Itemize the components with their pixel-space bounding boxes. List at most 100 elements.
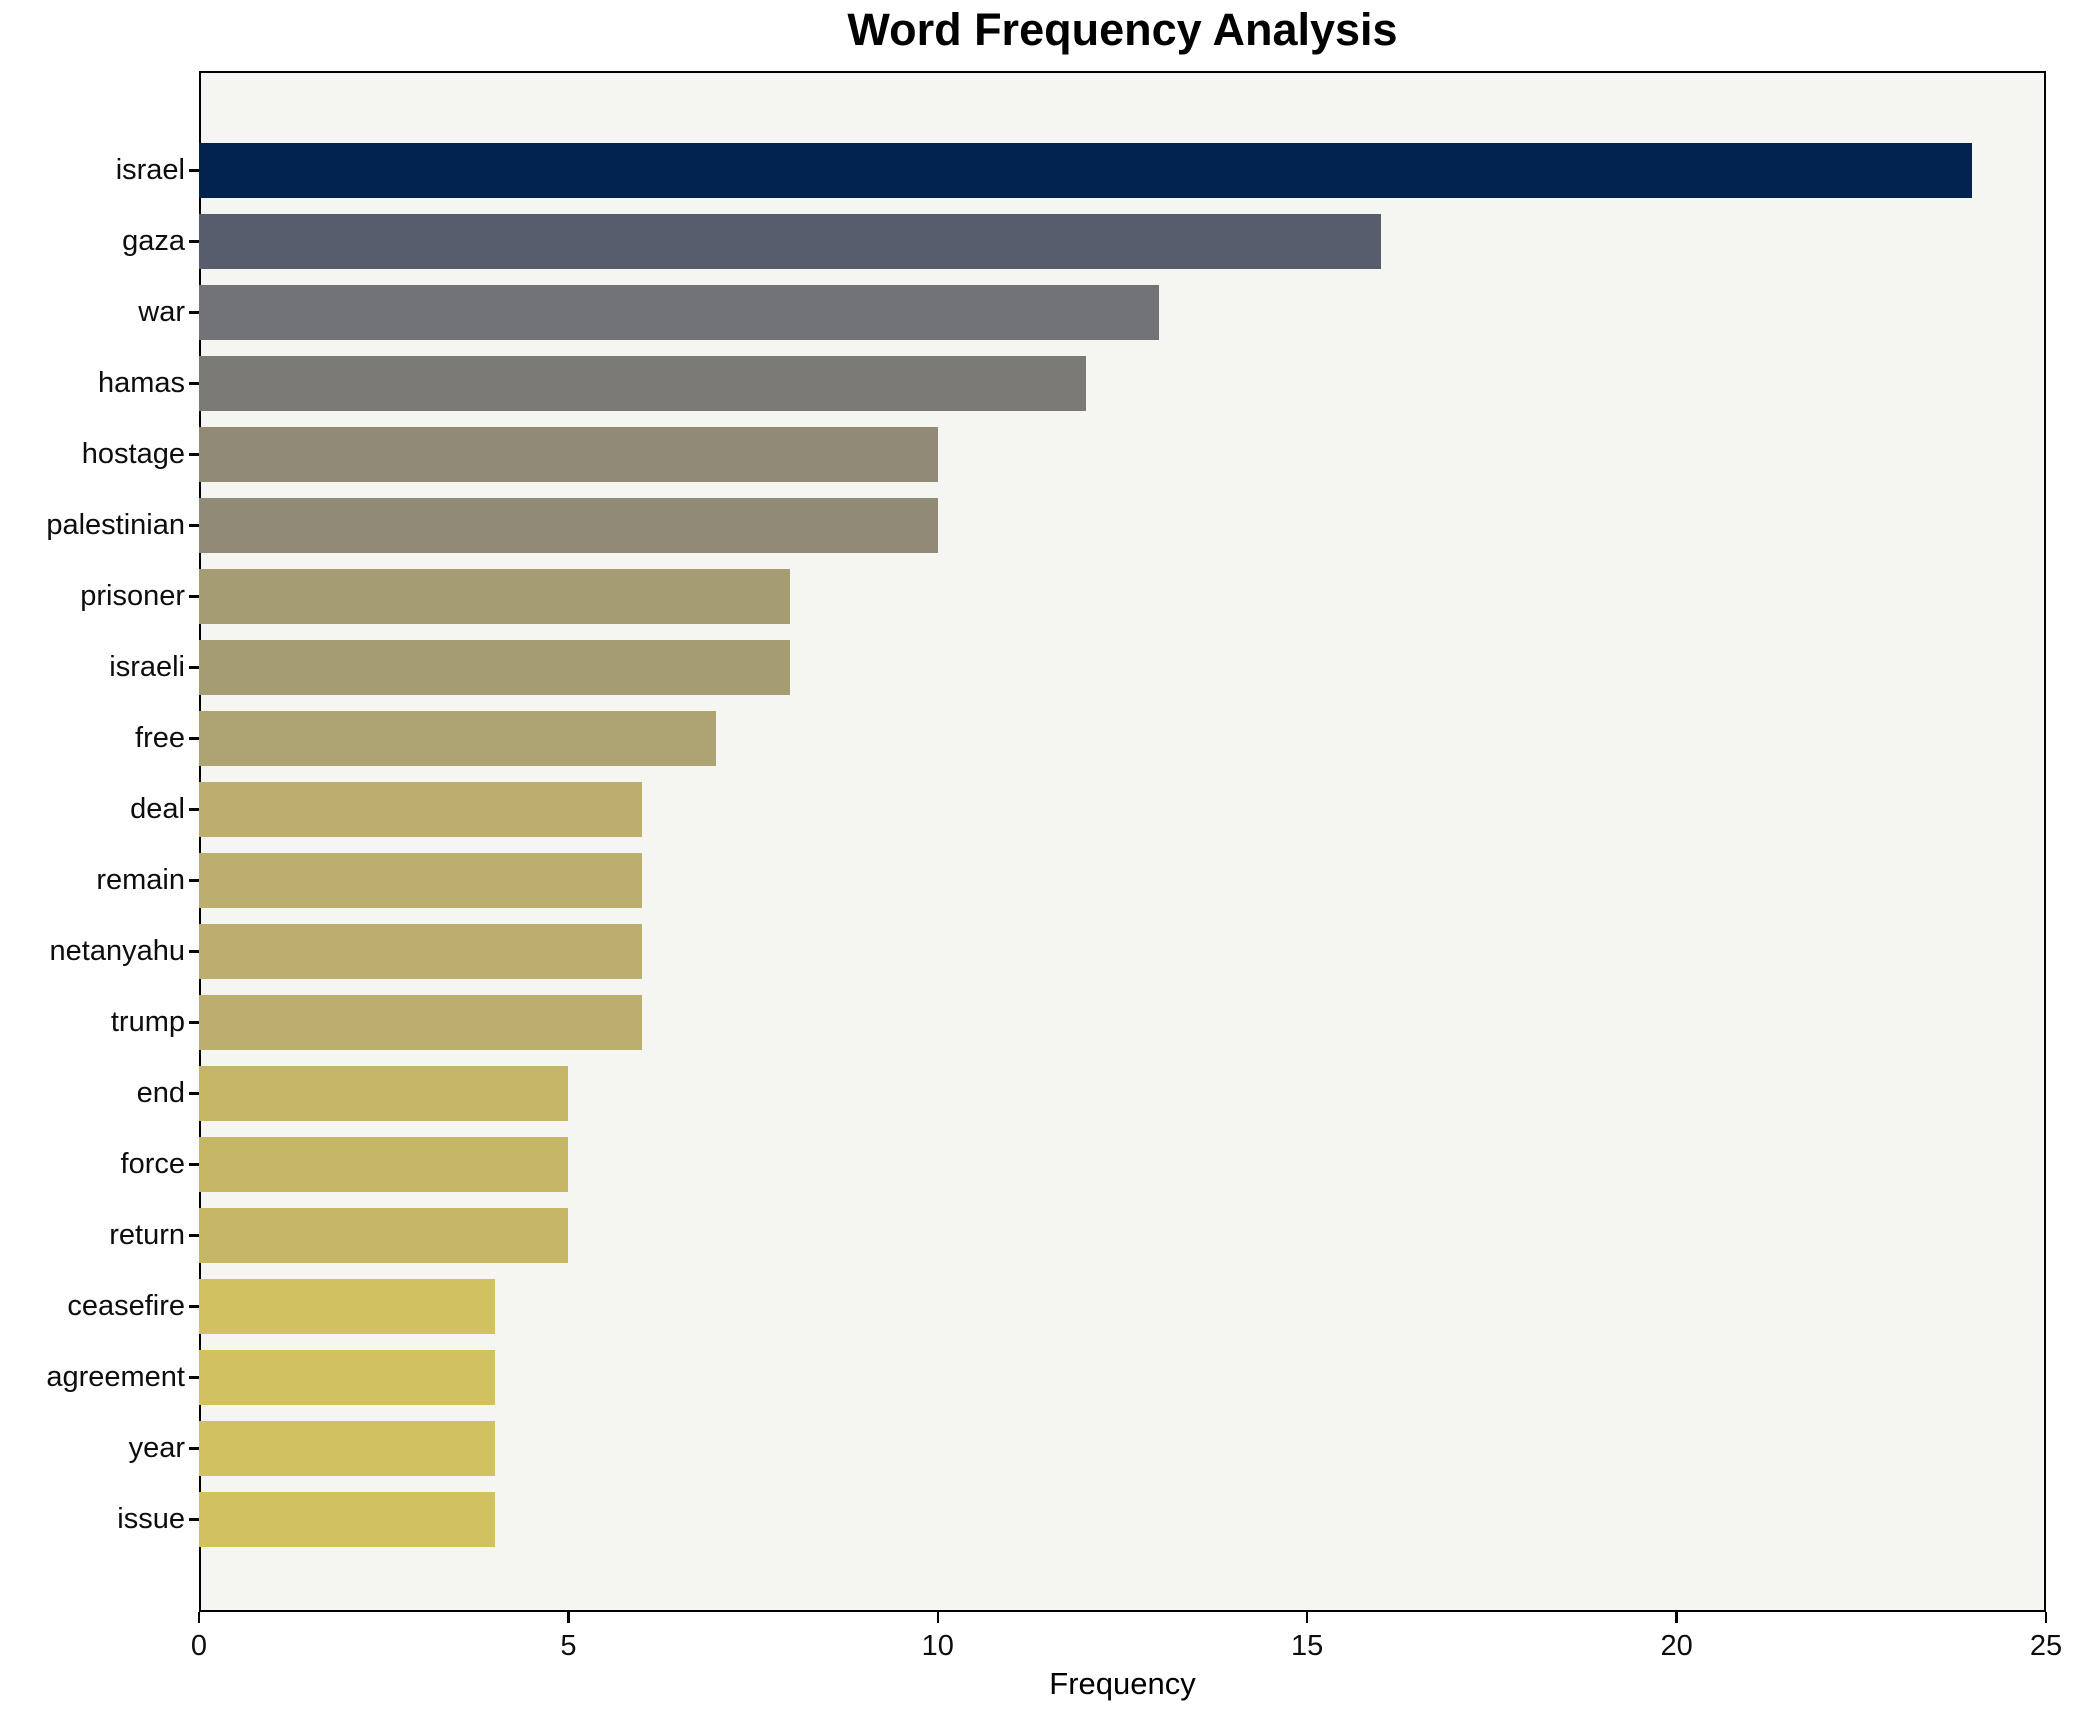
y-tick xyxy=(185,169,199,172)
y-tick xyxy=(185,1234,199,1237)
bar-zone xyxy=(199,853,2046,908)
category-label: gaza xyxy=(122,225,185,257)
y-tick xyxy=(185,524,199,527)
x-tick-mark xyxy=(567,1612,570,1623)
bar-zone xyxy=(199,1208,2046,1263)
y-tick-mark xyxy=(189,382,199,385)
bar xyxy=(199,569,791,624)
bar-zone xyxy=(199,214,2046,269)
bar-row: free xyxy=(0,703,2046,774)
y-tick-mark xyxy=(189,1092,199,1095)
bar-row: force xyxy=(0,1129,2046,1200)
bar xyxy=(199,1350,495,1405)
y-tick xyxy=(185,1021,199,1024)
x-tick-mark xyxy=(2044,1612,2048,1623)
bar-row: palestinian xyxy=(0,490,2046,561)
y-tick xyxy=(185,382,199,385)
bar xyxy=(199,1421,495,1476)
bar-row: ceasefire xyxy=(0,1271,2046,1342)
bar-row: prisoner xyxy=(0,561,2046,632)
bar-row: issue xyxy=(0,1484,2046,1555)
y-tick xyxy=(185,1376,199,1379)
y-tick xyxy=(185,950,199,953)
bar-row: agreement xyxy=(0,1342,2046,1413)
bar-row: end xyxy=(0,1058,2046,1129)
y-tick-mark xyxy=(189,879,199,882)
y-tick xyxy=(185,808,199,811)
y-tick-mark xyxy=(189,240,199,243)
x-tick-label: 10 xyxy=(921,1630,954,1662)
bar-zone xyxy=(199,143,2046,198)
y-tick-mark xyxy=(189,1021,199,1024)
category-label: ceasefire xyxy=(67,1290,185,1322)
x-tick-label: 20 xyxy=(1660,1630,1693,1662)
bar xyxy=(199,995,643,1050)
category-label: israel xyxy=(115,154,185,186)
x-tick-mark xyxy=(1675,1612,1678,1623)
bar-zone xyxy=(199,569,2046,624)
y-tick-mark xyxy=(189,808,199,811)
y-tick-mark xyxy=(189,1447,199,1450)
y-tick xyxy=(185,879,199,882)
y-tick-mark xyxy=(189,737,199,740)
category-label: war xyxy=(138,296,185,328)
bar xyxy=(199,640,791,695)
category-label: free xyxy=(135,722,185,754)
bar xyxy=(199,498,938,553)
y-tick xyxy=(185,453,199,456)
chart-title: Word Frequency Analysis xyxy=(847,4,1398,55)
y-tick-mark xyxy=(189,524,199,527)
bar-zone xyxy=(199,285,2046,340)
category-label: netanyahu xyxy=(49,935,185,967)
bar-row: israel xyxy=(0,135,2046,206)
bar-row: remain xyxy=(0,845,2046,916)
category-label: return xyxy=(109,1219,185,1251)
bar-row: hamas xyxy=(0,348,2046,419)
bar-zone xyxy=(199,1137,2046,1192)
category-label: prisoner xyxy=(80,580,185,612)
bar-zone xyxy=(199,1421,2046,1476)
y-tick-mark xyxy=(189,950,199,953)
y-tick-mark xyxy=(189,1376,199,1379)
category-label: trump xyxy=(110,1006,185,1038)
y-tick-mark xyxy=(189,1305,199,1308)
bar-zone xyxy=(199,498,2046,553)
category-label: palestinian xyxy=(46,509,185,541)
y-tick xyxy=(185,311,199,314)
y-tick xyxy=(185,1447,199,1450)
x-tick-label: 5 xyxy=(560,1630,577,1662)
bars-container: israel gaza war hamas hostage palestinian pris… xyxy=(0,71,2046,1612)
x-tick-label: 25 xyxy=(2029,1630,2063,1662)
y-tick-mark xyxy=(189,1234,199,1237)
bar-zone xyxy=(199,427,2046,482)
y-tick xyxy=(185,595,199,598)
y-tick-mark xyxy=(189,169,199,172)
category-label: remain xyxy=(96,864,185,896)
category-label: year xyxy=(128,1432,185,1464)
x-tick-mark xyxy=(1305,1612,1309,1623)
bar-zone xyxy=(199,711,2046,766)
category-label: agreement xyxy=(46,1361,185,1393)
y-tick xyxy=(185,1163,199,1166)
y-tick-mark xyxy=(189,311,199,314)
bar xyxy=(199,924,643,979)
bar xyxy=(199,214,1382,269)
category-label: hamas xyxy=(97,367,185,399)
bar-zone xyxy=(199,995,2046,1050)
bar xyxy=(199,1066,569,1121)
bar-zone xyxy=(199,356,2046,411)
bar-row: gaza xyxy=(0,206,2046,277)
bar xyxy=(199,143,1973,198)
x-axis: 0 5 10 15 20 25 xyxy=(191,1612,2062,1672)
y-tick-mark xyxy=(189,595,199,598)
category-label: end xyxy=(136,1077,185,1109)
y-tick xyxy=(185,1518,199,1521)
bar-zone xyxy=(199,1066,2046,1121)
bar-zone xyxy=(199,782,2046,837)
y-tick xyxy=(185,240,199,243)
bar-zone xyxy=(199,924,2046,979)
bar xyxy=(199,356,1086,411)
x-tick-mark xyxy=(197,1612,201,1623)
bar xyxy=(199,427,938,482)
